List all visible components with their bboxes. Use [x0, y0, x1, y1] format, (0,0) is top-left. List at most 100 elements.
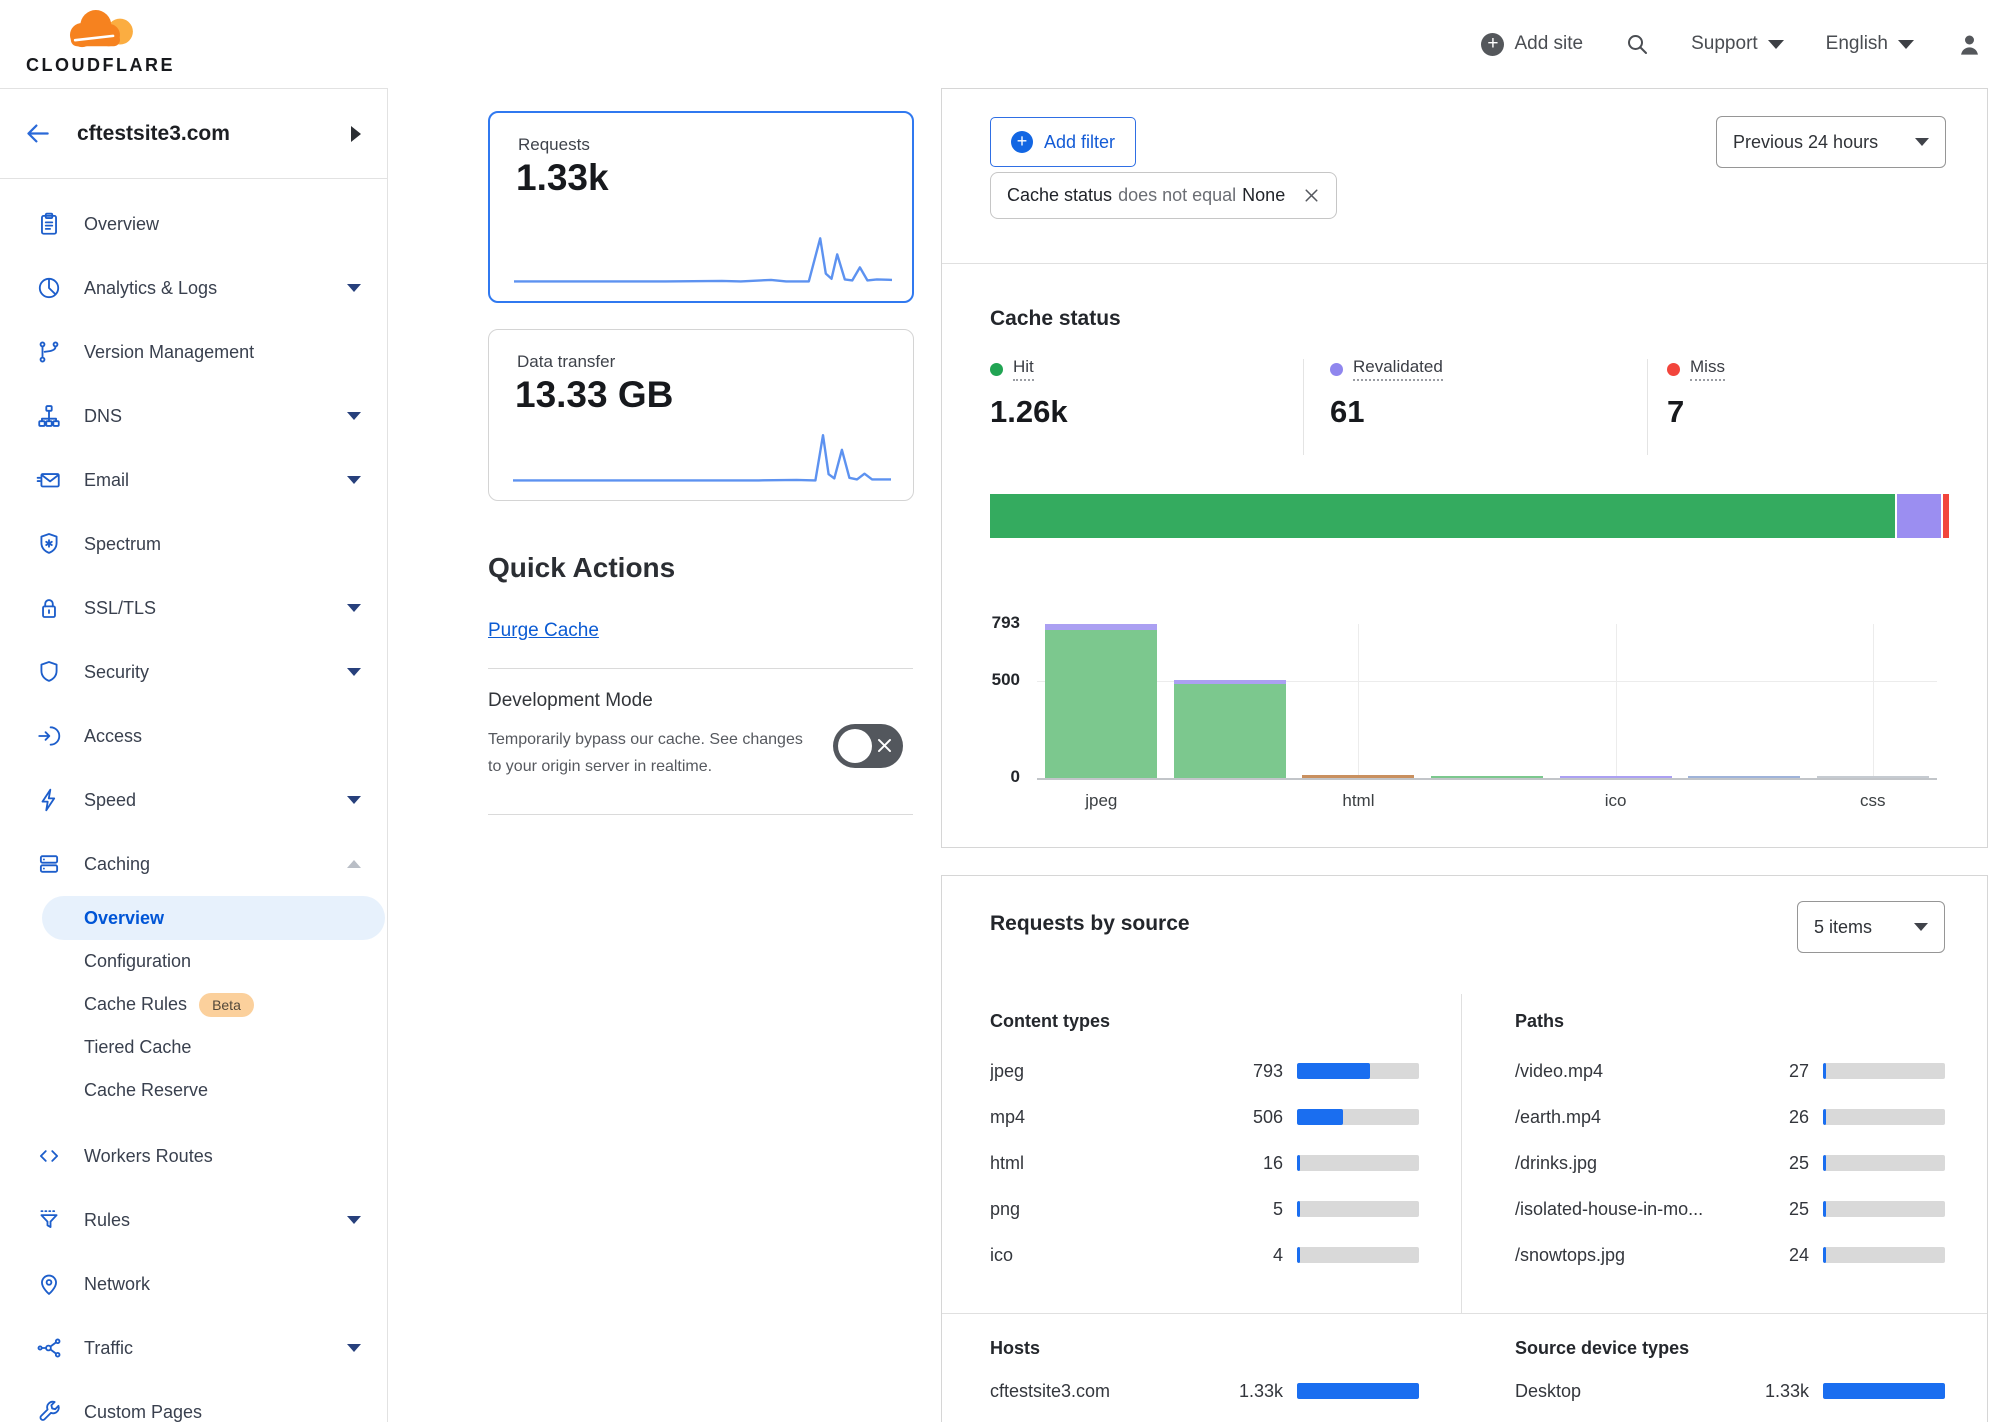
search-icon[interactable]	[1625, 32, 1649, 56]
purge-cache-link[interactable]: Purge Cache	[488, 620, 599, 641]
miss-dot-icon	[1667, 362, 1680, 376]
progress-bar	[1823, 1109, 1945, 1125]
language-label: English	[1825, 33, 1888, 54]
table-row: /drinks.jpg 25	[1515, 1140, 1945, 1186]
data-transfer-value: 13.33 GB	[515, 374, 674, 415]
divider	[942, 263, 1987, 264]
sidebar-item-custom-pages[interactable]: Custom Pages	[0, 1380, 387, 1422]
row-label: cftestsite3.com	[990, 1380, 1111, 1401]
sidebar-item-network[interactable]: Network	[0, 1252, 387, 1316]
table-row: /snowtops.jpg 24	[1515, 1232, 1945, 1278]
bar-jpeg[interactable]	[1045, 624, 1158, 778]
requests-value: 1.33k	[516, 157, 609, 198]
site-name[interactable]: cftestsite3.com	[77, 121, 230, 145]
progress-fill	[1297, 1109, 1344, 1125]
remove-filter-icon[interactable]	[1301, 185, 1322, 206]
filter-chip[interactable]: Cache status does not equal None	[990, 172, 1338, 219]
bar-html[interactable]	[1302, 774, 1415, 778]
sidebar-subitem-overview[interactable]: Overview	[42, 896, 385, 940]
sidebar: cftestsite3.com Overview Analytics & Logs…	[0, 88, 388, 1422]
row-value: 26	[1788, 1106, 1809, 1127]
sidebar-item-ssl-tls[interactable]: SSL/TLS	[0, 576, 387, 640]
speed-icon	[36, 787, 62, 813]
sidebar-item-caching[interactable]: Caching	[0, 832, 387, 896]
hit-dot-icon	[990, 362, 1003, 376]
row-value: 24	[1788, 1244, 1809, 1265]
add-filter-button[interactable]: + Add filter	[990, 117, 1137, 167]
x-tick-label: css	[1859, 791, 1886, 810]
language-menu[interactable]: English	[1826, 33, 1914, 55]
top-nav-right: + Add site Support English	[1481, 0, 1983, 88]
device-types-table: Desktop 1.33k	[1515, 1368, 1945, 1414]
bar-css[interactable]	[1816, 776, 1929, 778]
sidebar-item-analytics-logs[interactable]: Analytics & Logs	[0, 256, 387, 320]
plus-circle-icon: +	[1481, 32, 1505, 56]
chevron-down-icon	[347, 284, 361, 292]
sidebar-item-dns[interactable]: DNS	[0, 384, 387, 448]
content-types-table: jpeg 793 mp4 506 html 16 png 5 ico 4	[990, 1048, 1419, 1278]
y-tick-label: 0	[1010, 767, 1020, 786]
bar-ico[interactable]	[1559, 776, 1672, 778]
divider	[942, 1313, 1987, 1314]
row-value: 793	[1252, 1060, 1283, 1081]
sidebar-item-email[interactable]: Email	[0, 448, 387, 512]
gridline	[1873, 624, 1874, 778]
support-label: Support	[1691, 33, 1758, 54]
progress-bar	[1297, 1201, 1419, 1217]
sidebar-item-overview[interactable]: Overview	[0, 192, 387, 256]
user-avatar-icon[interactable]	[1956, 31, 1983, 58]
miss-label[interactable]: Miss	[1690, 357, 1725, 381]
site-expand-icon[interactable]	[351, 125, 361, 142]
hit-label[interactable]: Hit	[1013, 357, 1034, 381]
progress-fill	[1823, 1063, 1827, 1079]
sidebar-item-rules[interactable]: Rules	[0, 1188, 387, 1252]
row-value: 1.33k	[1764, 1380, 1809, 1401]
sidebar-subitem-configuration[interactable]: Configuration	[84, 951, 192, 971]
sidebar-item-speed[interactable]: Speed	[0, 768, 387, 832]
add-site-button[interactable]: + Add site	[1481, 32, 1583, 56]
add-filter-label: Add filter	[1044, 131, 1116, 152]
requests-label: Requests	[518, 135, 590, 154]
stacked-segment-hit	[990, 494, 1896, 538]
development-mode-title: Development Mode	[488, 690, 653, 711]
rules-icon	[36, 1207, 62, 1233]
development-mode-toggle[interactable]	[833, 724, 903, 768]
ssl-tls-icon	[36, 595, 62, 621]
filter-operator: does not equal	[1118, 185, 1237, 205]
bar-mp4[interactable]	[1173, 679, 1286, 778]
back-arrow-icon[interactable]	[24, 120, 51, 147]
cloudflare-logo[interactable]: CLOUDFLARE	[18, 4, 183, 76]
divider	[1303, 359, 1304, 455]
sidebar-item-workers-routes[interactable]: Workers Routes	[0, 1124, 387, 1188]
support-menu[interactable]: Support	[1691, 33, 1784, 55]
sidebar-item-version-management[interactable]: Version Management	[0, 320, 387, 384]
sidebar-item-spectrum[interactable]: Spectrum	[0, 512, 387, 576]
progress-bar	[1297, 1247, 1419, 1263]
x-tick-label: jpeg	[1085, 791, 1118, 810]
toggle-knob	[838, 729, 872, 763]
time-range-select[interactable]: Previous 24 hours	[1716, 116, 1946, 168]
sidebar-nav-bottom: Workers Routes Rules Network Traffic Custom …	[0, 1124, 387, 1422]
sidebar-subitem-tiered-cache[interactable]: Tiered Cache	[84, 1037, 192, 1057]
sidebar-item-traffic[interactable]: Traffic	[0, 1316, 387, 1380]
caching-icon	[36, 851, 62, 877]
bar-col-5[interactable]	[1688, 776, 1801, 778]
table-row: mp4 506	[990, 1094, 1419, 1140]
progress-fill	[1823, 1109, 1826, 1125]
row-label: /drinks.jpg	[1515, 1152, 1598, 1173]
workers-routes-icon	[36, 1143, 62, 1169]
data-transfer-metric-card[interactable]: Data transfer 13.33 GB	[488, 329, 914, 501]
time-range-value: Previous 24 hours	[1733, 131, 1879, 152]
top-nav: CLOUDFLARE + Add site Support English	[0, 0, 1999, 88]
progress-fill	[1297, 1155, 1300, 1171]
revalidated-label[interactable]: Revalidated	[1353, 357, 1443, 381]
bar-png[interactable]	[1431, 776, 1543, 778]
sidebar-subitem-cache-reserve[interactable]: Cache Reserve	[84, 1080, 209, 1100]
items-count-select[interactable]: 5 items	[1797, 901, 1945, 953]
sidebar-subitem-cache-rules[interactable]: Cache Rules Beta	[0, 983, 387, 1026]
sidebar-item-access[interactable]: Access	[0, 704, 387, 768]
requests-metric-card[interactable]: Requests 1.33k	[488, 111, 914, 303]
chevron-down-icon	[1914, 923, 1928, 931]
sidebar-item-security[interactable]: Security	[0, 640, 387, 704]
miss-value: 7	[1667, 394, 1685, 429]
